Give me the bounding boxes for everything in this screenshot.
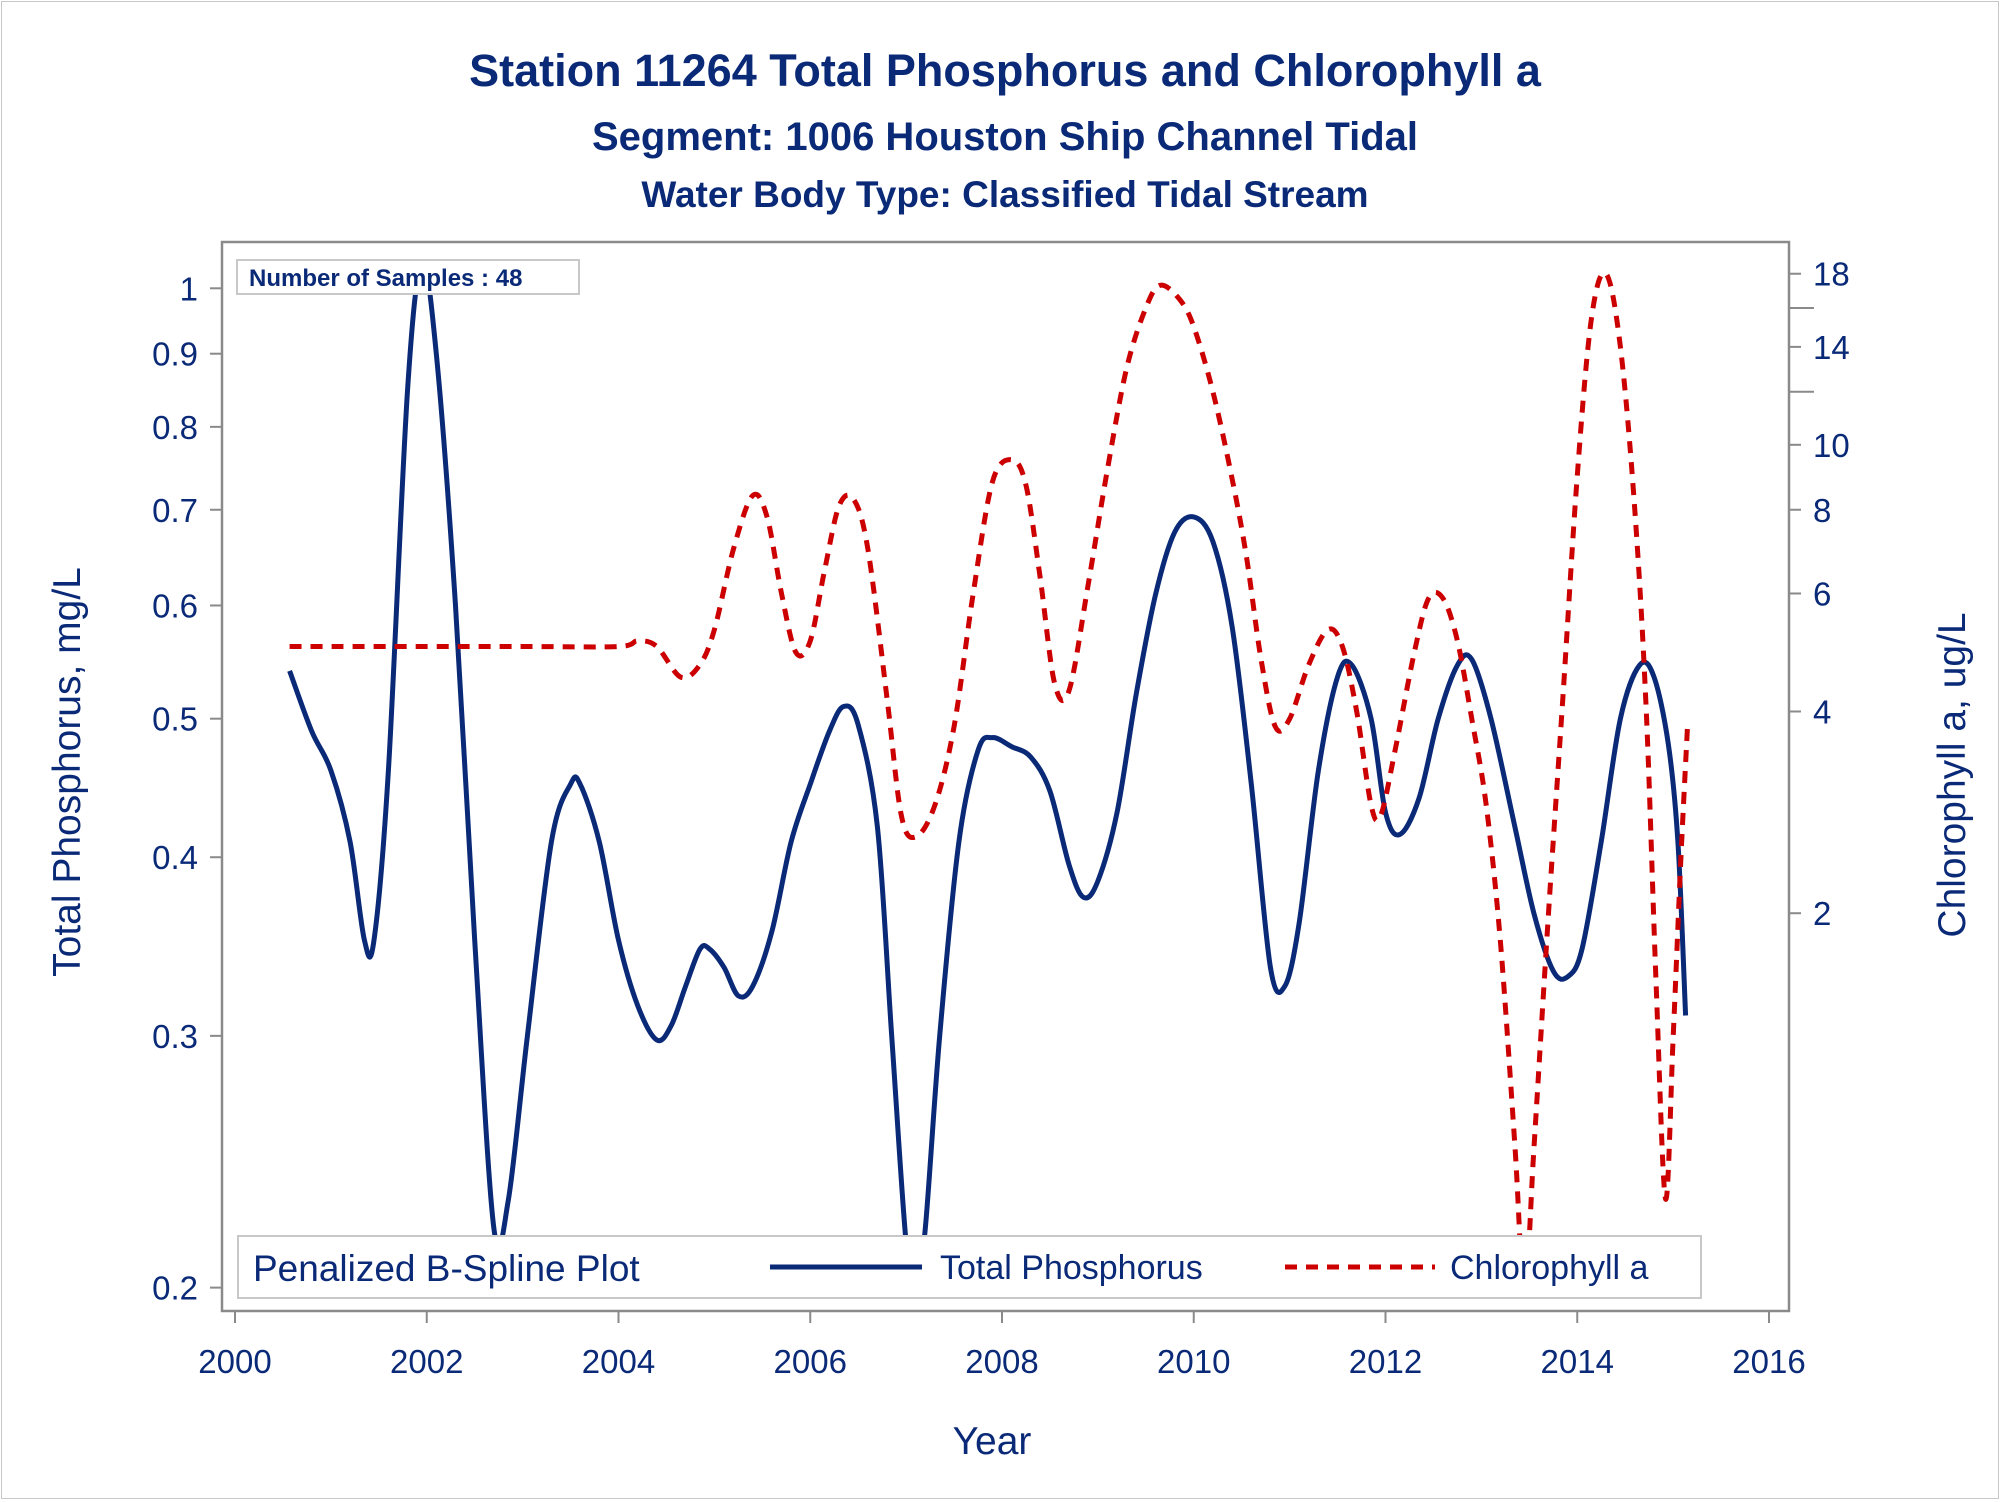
x-axis-label: Year bbox=[953, 1420, 1032, 1463]
plot-border bbox=[220, 240, 1791, 1313]
chart-subtitle-2: Water Body Type: Classified Tidal Stream bbox=[641, 174, 1368, 215]
y-right-axis: 2 4 6 8 10 14 18 bbox=[1788, 256, 1850, 1297]
legend-label-total-phosphorus: Total Phosphorus bbox=[940, 1249, 1203, 1287]
x-tick-label: 2012 bbox=[1349, 1343, 1422, 1380]
x-tick-label: 2004 bbox=[582, 1343, 655, 1380]
legend: Penalized B-Spline Plot Total Phosphorus… bbox=[237, 1235, 1702, 1299]
y-left-axis-label: Total Phosphorus, mg/L bbox=[46, 567, 89, 977]
y-left-tick-label: 0.9 bbox=[152, 336, 198, 373]
series-line-total-phosphorus bbox=[287, 260, 1689, 1297]
plot-area bbox=[220, 240, 1791, 1313]
sample-count-text: Number of Samples : 48 bbox=[249, 265, 522, 292]
chart-subtitle: Segment: 1006 Houston Ship Channel Tidal bbox=[592, 115, 1418, 159]
series-layer bbox=[287, 260, 1690, 1297]
chart-title: Station 11264 Total Phosphorus and Chlor… bbox=[469, 45, 1542, 96]
y-left-tick-label: 0.7 bbox=[152, 492, 198, 529]
y-left-tick-label: 0.4 bbox=[152, 839, 198, 876]
x-tick-label: 2000 bbox=[198, 1343, 271, 1380]
x-axis: 2000 2002 2004 2006 2008 2010 2012 2014 2016 bbox=[198, 1310, 1806, 1380]
y-right-tick-label: 10 bbox=[1813, 427, 1850, 464]
series-line-chlorophyll-a bbox=[289, 270, 1690, 1297]
y-right-tick-label: 18 bbox=[1813, 256, 1850, 293]
y-left-tick-label: 0.5 bbox=[152, 701, 198, 738]
legend-box bbox=[237, 1235, 1702, 1299]
legend-label-chlorophyll-a: Chlorophyll a bbox=[1450, 1249, 1649, 1287]
sample-count-box bbox=[236, 259, 580, 295]
sample-count-inset: Number of Samples : 48 bbox=[236, 259, 580, 295]
y-right-tick-label: 6 bbox=[1813, 575, 1831, 612]
x-tick-label: 2006 bbox=[774, 1343, 847, 1380]
x-tick-label: 2010 bbox=[1157, 1343, 1230, 1380]
y-left-axis: 0.2 0.3 0.4 0.5 0.6 0.7 0.8 0.9 1 bbox=[152, 258, 223, 1307]
y-left-tick-label: 0.6 bbox=[152, 587, 198, 624]
x-tick-label: 2008 bbox=[965, 1343, 1038, 1380]
y-left-tick-label: 0.2 bbox=[152, 1270, 198, 1307]
y-left-tick-label: 0.3 bbox=[152, 1018, 198, 1055]
legend-title: Penalized B-Spline Plot bbox=[253, 1248, 640, 1289]
y-right-tick-label: 2 bbox=[1813, 895, 1831, 932]
y-left-tick-label: 0.8 bbox=[152, 409, 198, 446]
y-left-tick-label: 1 bbox=[180, 270, 198, 307]
x-tick-label: 2014 bbox=[1541, 1343, 1614, 1380]
x-tick-label: 2002 bbox=[390, 1343, 463, 1380]
y-right-tick-label: 14 bbox=[1813, 329, 1850, 366]
x-tick-label: 2016 bbox=[1732, 1343, 1805, 1380]
y-right-axis-label: Chlorophyll a, ug/L bbox=[1931, 612, 1974, 937]
y-right-tick-label: 8 bbox=[1813, 492, 1831, 529]
y-right-tick-label: 4 bbox=[1813, 693, 1831, 730]
